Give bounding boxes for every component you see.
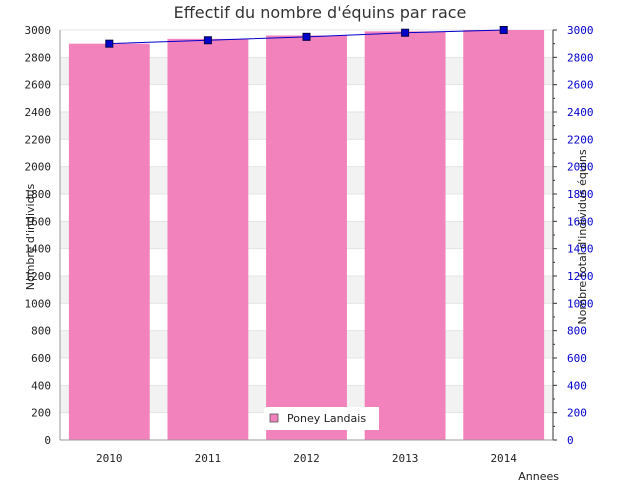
y-tick-label: 1800 (25, 188, 52, 201)
y2-tick-label: 2400 (567, 106, 594, 119)
y-axis-left-title: Nombre d'individus (24, 183, 37, 290)
y-tick-label: 1600 (25, 215, 52, 228)
y2-tick-label: 1000 (567, 297, 594, 310)
y-axis-right-title: Nombre total d'individus équins (576, 149, 589, 324)
chart-title: Effectif du nombre d'équins par race (174, 3, 467, 22)
y-tick-label: 1400 (25, 243, 52, 256)
y-axis-left-ticks: 0 200 400 600 800 1000 1200 1400 1600 1800 2000 220… (25, 24, 52, 447)
legend-box (264, 407, 379, 430)
y-tick-label: 3000 (25, 24, 52, 37)
y2-tick-label: 3000 (567, 24, 594, 37)
y-tick-label: 2600 (25, 79, 52, 92)
x-tick-label: 2010 (96, 452, 123, 465)
y2-tick-label: 1600 (567, 215, 594, 228)
x-tick-label: 2011 (195, 452, 222, 465)
legend-label: Poney Landais (287, 412, 366, 425)
y-tick-label: 1200 (25, 270, 52, 283)
total-point-2011 (203, 36, 212, 45)
x-tick-label: 2013 (392, 452, 419, 465)
x-tick-label: 2012 (293, 452, 320, 465)
y-tick-label: 200 (31, 407, 51, 420)
y2-tick-label: 200 (567, 407, 587, 420)
y2-tick-label: 2800 (567, 51, 594, 64)
y-tick-label: 2800 (25, 51, 52, 64)
y2-tick-label: 800 (567, 325, 587, 338)
x-axis-ticks: 2010 2011 2012 2013 2014 (96, 452, 517, 465)
bar-2012 (266, 35, 347, 440)
legend: Poney Landais (264, 407, 379, 430)
bar-2011 (167, 38, 249, 441)
y-tick-label: 400 (31, 379, 51, 392)
y-tick-label: 2200 (25, 133, 52, 146)
y-tick-label: 1000 (25, 297, 52, 310)
y2-tick-label: 1200 (567, 270, 594, 283)
total-point-2013 (401, 28, 410, 37)
y2-tick-label: 400 (567, 379, 587, 392)
total-point-2012 (302, 32, 311, 41)
y2-tick-label: 2600 (567, 79, 594, 92)
total-point-2014 (499, 26, 508, 34)
legend-swatch (269, 413, 279, 423)
y-tick-label: 2000 (25, 161, 52, 174)
total-point-2010 (105, 39, 114, 48)
x-tick-label: 2014 (490, 452, 517, 465)
y-axis-right-ticks: 0 200 400 600 800 1000 1200 1400 1600 1800 2000 220… (553, 24, 594, 447)
y2-tick-label: 0 (567, 434, 574, 447)
y-tick-label: 0 (44, 434, 51, 447)
y-tick-label: 2400 (25, 106, 52, 119)
bar-2014 (463, 30, 545, 440)
y2-tick-label: 2200 (567, 133, 594, 146)
y2-tick-label: 2000 (567, 161, 594, 174)
y2-tick-label: 1800 (567, 188, 594, 201)
x-axis-title: Annees (518, 470, 559, 480)
y-tick-label: 600 (31, 352, 51, 365)
y-tick-label: 800 (31, 325, 51, 338)
bar-2013 (364, 31, 446, 440)
y2-tick-label: 1400 (567, 243, 594, 256)
y2-tick-label: 600 (567, 352, 587, 365)
bar-2010 (68, 43, 150, 441)
total-line (105, 26, 508, 48)
bars (68, 30, 545, 441)
